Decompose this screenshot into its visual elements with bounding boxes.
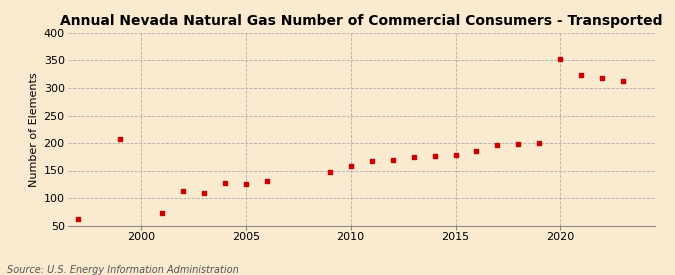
Point bbox=[450, 153, 461, 157]
Title: Annual Nevada Natural Gas Number of Commercial Consumers - Transported: Annual Nevada Natural Gas Number of Comm… bbox=[60, 14, 662, 28]
Point bbox=[555, 57, 566, 61]
Point bbox=[471, 149, 482, 153]
Point bbox=[618, 79, 628, 84]
Point bbox=[387, 157, 398, 162]
Point bbox=[178, 189, 188, 193]
Point bbox=[492, 142, 503, 147]
Point bbox=[198, 191, 209, 195]
Point bbox=[429, 154, 440, 158]
Point bbox=[324, 170, 335, 174]
Point bbox=[115, 137, 126, 141]
Point bbox=[219, 180, 230, 185]
Point bbox=[576, 73, 587, 78]
Point bbox=[345, 164, 356, 168]
Point bbox=[534, 141, 545, 145]
Point bbox=[240, 182, 251, 186]
Point bbox=[513, 142, 524, 146]
Point bbox=[73, 217, 84, 221]
Text: Source: U.S. Energy Information Administration: Source: U.S. Energy Information Administ… bbox=[7, 265, 238, 275]
Point bbox=[597, 76, 608, 80]
Point bbox=[261, 179, 272, 183]
Y-axis label: Number of Elements: Number of Elements bbox=[30, 72, 39, 186]
Point bbox=[408, 155, 419, 160]
Point bbox=[367, 158, 377, 163]
Point bbox=[157, 211, 167, 216]
